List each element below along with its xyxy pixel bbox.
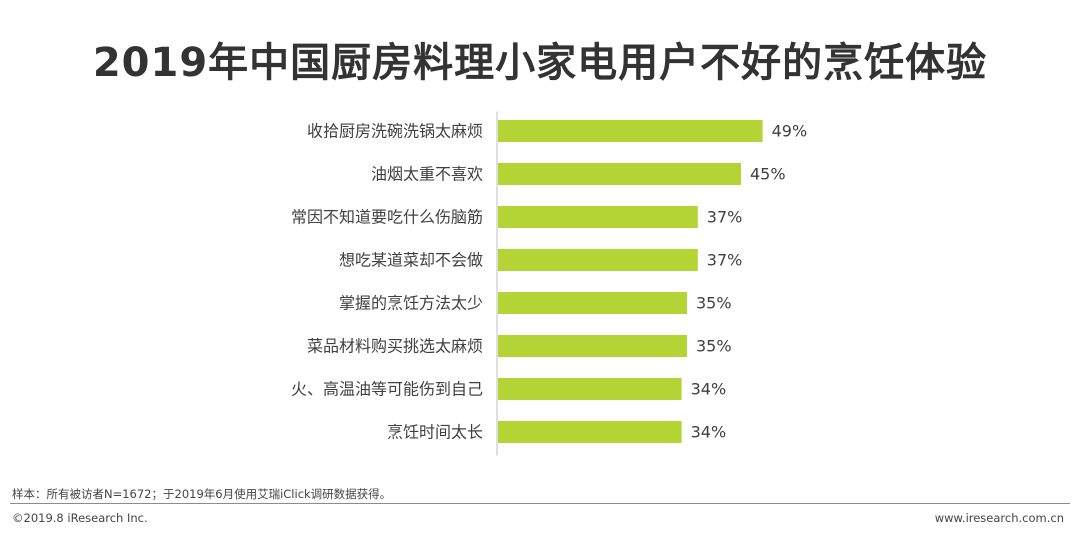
value-label: 34%	[691, 380, 727, 399]
bar	[498, 249, 698, 271]
value-label: 37%	[707, 251, 743, 270]
category-label: 烹饪时间太长	[387, 423, 483, 442]
bar	[498, 335, 687, 357]
value-label: 45%	[750, 165, 786, 184]
bar	[498, 206, 698, 228]
category-label: 菜品材料购买挑选太麻烦	[307, 337, 483, 356]
website-link[interactable]: www.iresearch.com.cn	[934, 511, 1064, 525]
category-label: 油烟太重不喜欢	[371, 165, 483, 184]
category-label: 常因不知道要吃什么伤脑筋	[291, 208, 483, 227]
bar	[498, 120, 763, 142]
value-label: 34%	[691, 423, 727, 442]
bar-chart: 收拾厨房洗碗洗锅太麻烦 49% 油烟太重不喜欢 45% 常因不知道要吃什么伤脑筋 37% 想…	[291, 111, 808, 456]
copyright-text: ©2019.8 iResearch Inc.	[12, 511, 148, 525]
category-label: 掌握的烹饪方法太少	[339, 294, 483, 313]
footer-divider	[10, 503, 1070, 504]
value-label: 35%	[696, 294, 732, 313]
chart-title: 2019年中国厨房料理小家电用户不好的烹饪体验	[92, 40, 988, 86]
value-label: 49%	[772, 122, 808, 141]
bar	[498, 378, 682, 400]
sample-note: 样本：所有被访者N=1672；于2019年6月使用艾瑞iClick调研数据获得。	[12, 487, 392, 501]
category-label: 想吃某道菜却不会做	[339, 251, 483, 270]
value-label: 35%	[696, 337, 732, 356]
value-label: 37%	[707, 208, 743, 227]
bar	[498, 421, 682, 443]
category-label: 收拾厨房洗碗洗锅太麻烦	[307, 122, 483, 141]
category-label: 火、高温油等可能伤到自己	[291, 380, 483, 399]
bar	[498, 163, 741, 185]
bar	[498, 292, 687, 314]
